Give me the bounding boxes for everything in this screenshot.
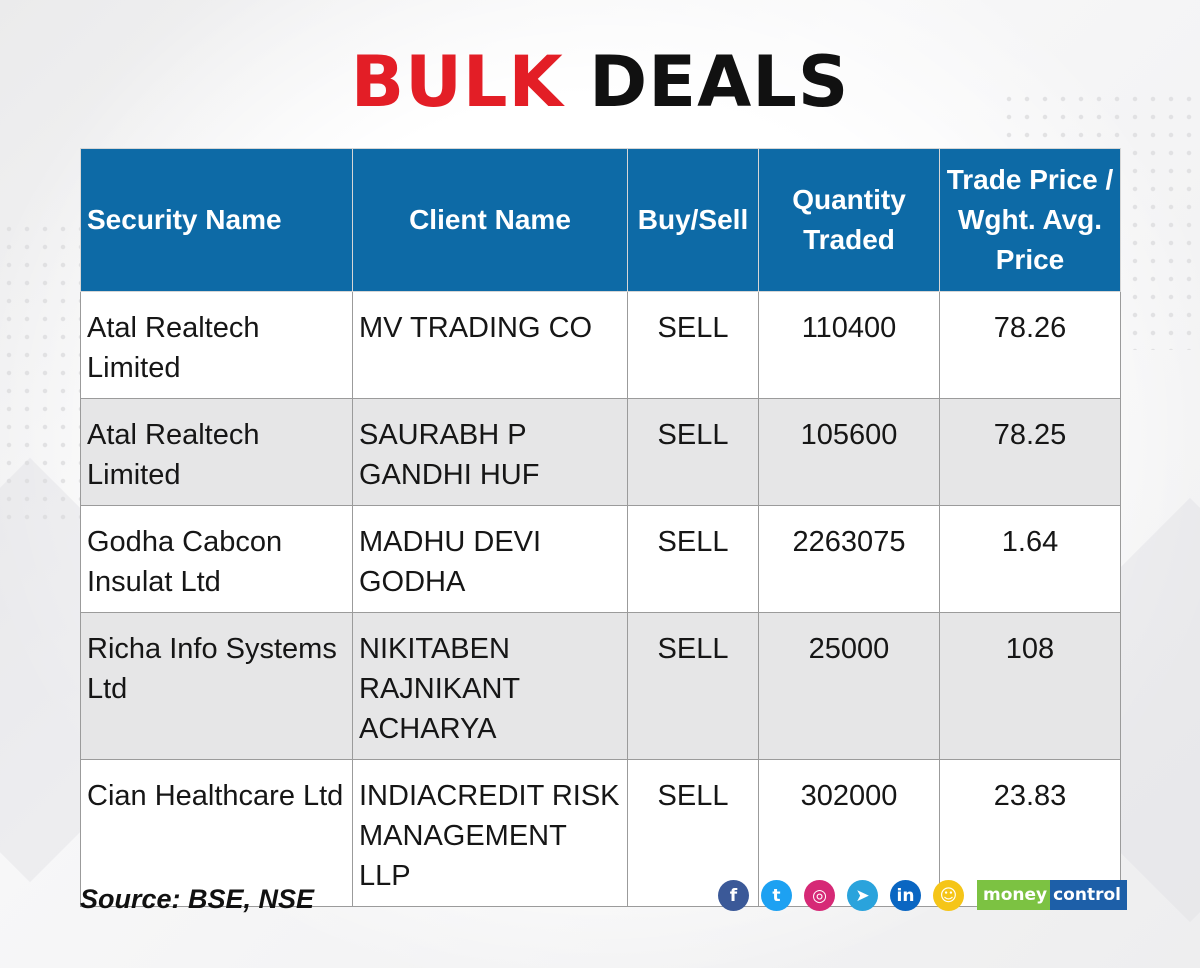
cell-quantity: 25000 bbox=[758, 612, 940, 760]
social-links: f t ◎ ➤ in ☺ bbox=[718, 880, 964, 911]
cell-price: 108 bbox=[939, 612, 1121, 760]
table-header-row: Security Name Client Name Buy/Sell Quant… bbox=[80, 148, 1121, 292]
twitter-icon[interactable]: t bbox=[761, 880, 792, 911]
header-trade-price: Trade Price / Wght. Avg. Price bbox=[939, 148, 1121, 292]
table-row: Atal Realtech Limited SAURABH P GANDHI H… bbox=[80, 398, 1121, 506]
telegram-icon[interactable]: ➤ bbox=[847, 880, 878, 911]
table-row: Richa Info Systems Ltd NIKITABEN RAJNIKA… bbox=[80, 612, 1121, 760]
cell-price: 78.26 bbox=[939, 291, 1121, 399]
cell-security-name: Godha Cabcon Insulat Ltd bbox=[80, 505, 353, 613]
table-row: Godha Cabcon Insulat Ltd MADHU DEVI GODH… bbox=[80, 505, 1121, 613]
cell-buy-sell: SELL bbox=[627, 505, 759, 613]
title-part-bulk: BULK bbox=[350, 41, 564, 123]
facebook-icon[interactable]: f bbox=[718, 880, 749, 911]
cell-client-name: MV TRADING CO bbox=[352, 291, 628, 399]
moneycontrol-logo: money control bbox=[977, 880, 1127, 910]
cell-quantity: 105600 bbox=[758, 398, 940, 506]
header-client-name: Client Name bbox=[352, 148, 628, 292]
logo-part-control: control bbox=[1050, 880, 1127, 910]
koo-icon[interactable]: ☺ bbox=[933, 880, 964, 911]
header-quantity-traded: Quantity Traded bbox=[758, 148, 940, 292]
table-row: Cian Healthcare Ltd INDIACREDIT RISK MAN… bbox=[80, 759, 1121, 907]
cell-client-name: NIKITABEN RAJNIKANT ACHARYA bbox=[352, 612, 628, 760]
header-security-name: Security Name bbox=[80, 148, 353, 292]
linkedin-icon[interactable]: in bbox=[890, 880, 921, 911]
cell-price: 1.64 bbox=[939, 505, 1121, 613]
cell-buy-sell: SELL bbox=[627, 612, 759, 760]
cell-buy-sell: SELL bbox=[627, 759, 759, 907]
cell-security-name: Atal Realtech Limited bbox=[80, 291, 353, 399]
cell-price: 78.25 bbox=[939, 398, 1121, 506]
cell-quantity: 302000 bbox=[758, 759, 940, 907]
cell-security-name: Atal Realtech Limited bbox=[80, 398, 353, 506]
cell-quantity: 110400 bbox=[758, 291, 940, 399]
bulk-deals-table: Security Name Client Name Buy/Sell Quant… bbox=[80, 148, 1121, 907]
cell-quantity: 2263075 bbox=[758, 505, 940, 613]
cell-client-name: MADHU DEVI GODHA bbox=[352, 505, 628, 613]
cell-client-name: INDIACREDIT RISK MANAGEMENT LLP bbox=[352, 759, 628, 907]
cell-buy-sell: SELL bbox=[627, 291, 759, 399]
logo-part-money: money bbox=[977, 880, 1051, 910]
cell-security-name: Richa Info Systems Ltd bbox=[80, 612, 353, 760]
instagram-icon[interactable]: ◎ bbox=[804, 880, 835, 911]
cell-client-name: SAURABH P GANDHI HUF bbox=[352, 398, 628, 506]
table-row: Atal Realtech Limited MV TRADING CO SELL… bbox=[80, 291, 1121, 399]
title-part-deals: DEALS bbox=[589, 41, 850, 123]
cell-buy-sell: SELL bbox=[627, 398, 759, 506]
source-note: Source: BSE, NSE bbox=[80, 884, 315, 914]
header-buy-sell: Buy/Sell bbox=[627, 148, 759, 292]
page-title: BULK DEALS bbox=[0, 42, 1200, 122]
